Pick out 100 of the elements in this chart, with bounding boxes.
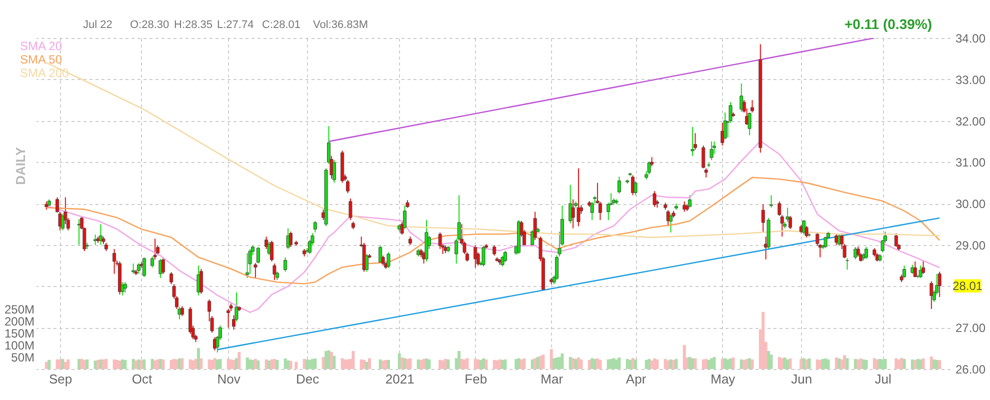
text: O:28.30	[130, 19, 170, 31]
candlestick	[720, 122, 724, 146]
candlestick	[136, 262, 140, 274]
bar	[289, 360, 292, 369]
candlestick	[938, 271, 942, 298]
x-tick-label: Sep	[48, 372, 72, 386]
y-tick-label: 27.00	[956, 321, 986, 336]
bar	[534, 358, 537, 369]
candlestick	[492, 244, 496, 256]
bar	[386, 360, 390, 369]
candlestick	[634, 180, 638, 196]
bar	[61, 358, 64, 369]
bar	[648, 358, 651, 369]
candlestick	[568, 184, 572, 224]
candlestick	[348, 198, 352, 221]
candlestick	[123, 282, 127, 293]
x-tick-label: Feb	[464, 372, 488, 386]
bar	[382, 360, 385, 369]
bar	[352, 351, 355, 369]
bar	[306, 359, 309, 369]
bar	[938, 360, 942, 369]
candlestick	[854, 246, 858, 260]
x-tick-label: Oct	[132, 372, 152, 386]
candlestick	[313, 220, 317, 233]
candlestick	[864, 246, 868, 260]
bar	[200, 358, 203, 369]
candlestick	[802, 220, 806, 236]
bar	[818, 360, 822, 369]
candlestick	[922, 260, 926, 274]
candlestick	[748, 112, 752, 136]
text: DAILY	[13, 146, 28, 185]
line-series	[46, 62, 940, 238]
bar	[408, 358, 412, 369]
candlestick	[503, 250, 507, 263]
bar	[438, 360, 442, 369]
x-tick-label: 2021	[385, 372, 414, 386]
candlestick	[688, 194, 692, 208]
bar	[922, 358, 925, 369]
candlestick	[647, 160, 651, 176]
bar	[542, 354, 545, 369]
candlestick	[161, 258, 165, 274]
candlestick	[710, 140, 714, 161]
bar	[196, 348, 200, 369]
bar	[580, 359, 583, 369]
x-tick-label: Dec	[296, 372, 320, 386]
bar	[466, 358, 469, 369]
candlestick	[272, 262, 276, 281]
candlestick	[254, 262, 258, 278]
bar	[800, 358, 803, 369]
bar	[704, 358, 708, 369]
candlestick	[77, 218, 81, 246]
candlestick	[750, 100, 754, 113]
bar	[142, 359, 146, 369]
candlestick	[246, 252, 250, 278]
bar	[514, 358, 518, 369]
bar	[884, 358, 887, 369]
candlestick	[669, 213, 673, 233]
y2-tick-label: 150M	[4, 326, 34, 341]
x-tick-label: Jul	[874, 372, 892, 386]
text: +0.11 (0.39%)	[844, 16, 932, 32]
bar	[846, 358, 849, 369]
candlestick	[248, 248, 252, 274]
bar	[900, 358, 904, 369]
bar	[552, 358, 556, 369]
bar	[194, 358, 198, 369]
bar	[694, 358, 697, 369]
bar	[286, 360, 290, 369]
bar	[522, 358, 526, 369]
candlestick	[403, 205, 407, 230]
bar	[902, 358, 906, 369]
text: SMA 50	[20, 52, 62, 66]
bar	[598, 360, 602, 369]
y2-tick-label: 100M	[4, 338, 34, 353]
bar	[48, 360, 51, 369]
text: H:28.35	[174, 19, 213, 31]
bar	[484, 359, 488, 369]
bar	[919, 359, 922, 369]
candlestick	[180, 306, 184, 317]
bar	[232, 360, 236, 369]
bar	[180, 358, 184, 369]
x-tick-label: Apr	[626, 372, 647, 386]
bar	[864, 360, 868, 369]
bar	[656, 359, 659, 369]
candlestick	[284, 256, 288, 272]
y-tick-label: 31.00	[956, 156, 986, 170]
bar	[80, 358, 84, 369]
candlestick	[770, 194, 774, 208]
bar	[276, 360, 279, 369]
x-tick-label: Nov	[217, 372, 241, 386]
candlestick	[286, 228, 290, 250]
bar	[86, 359, 89, 369]
text: Jul 22	[83, 19, 112, 31]
candlestick	[474, 245, 478, 268]
bar	[324, 351, 328, 369]
candlestick	[170, 272, 174, 285]
candlestick	[142, 256, 146, 278]
bar	[458, 351, 461, 369]
bar	[750, 359, 754, 369]
bar	[628, 360, 632, 369]
candlestick	[652, 190, 656, 208]
